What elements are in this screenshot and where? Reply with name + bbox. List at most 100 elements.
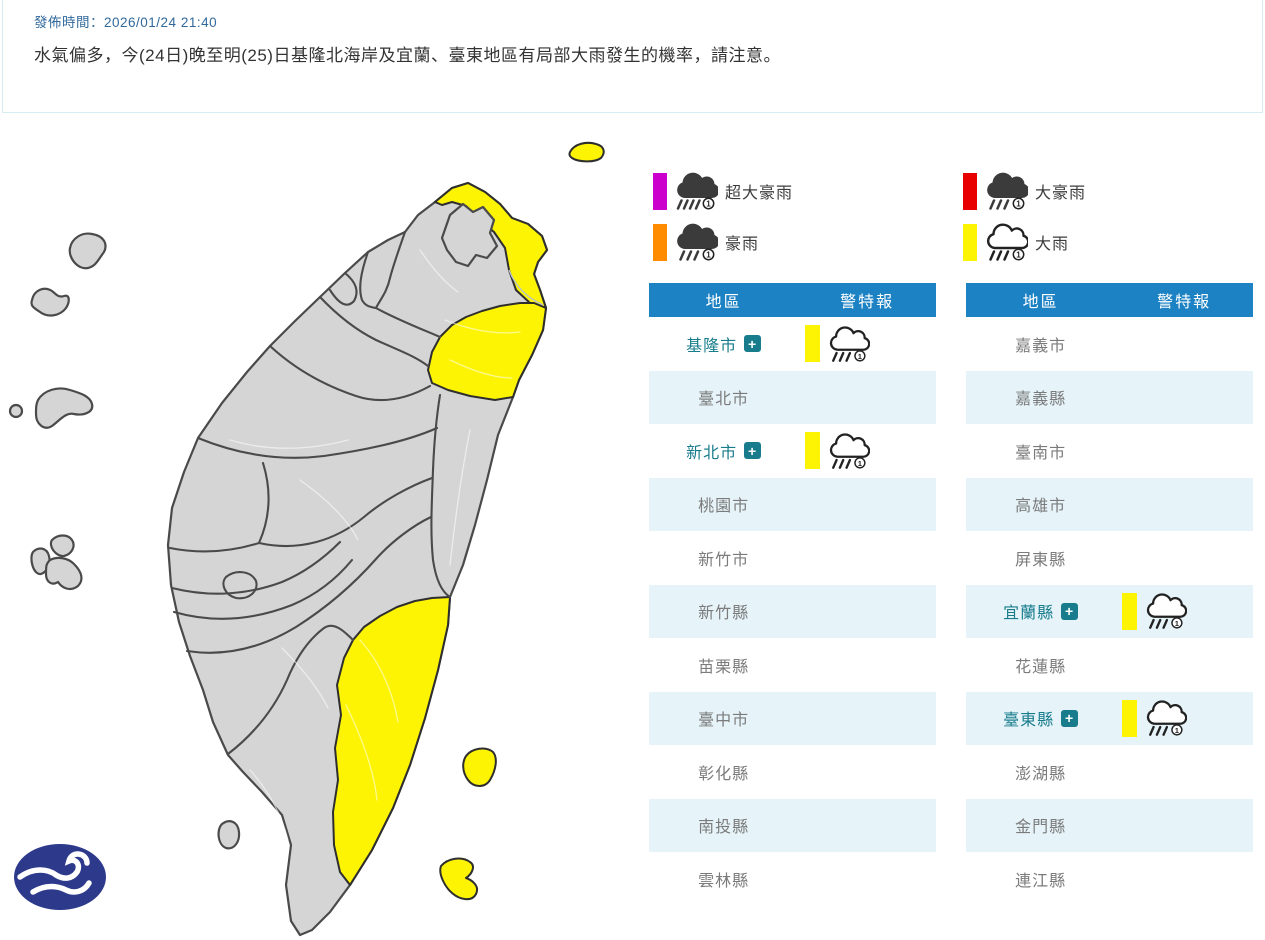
table-row-chiayi-city: 嘉義市 [966,317,1253,371]
legend-item-heavy-rain: 大雨 [963,221,1069,263]
region-name: 雲林縣 [698,872,750,890]
map-island-liuqiu [217,820,241,850]
legend-label: 豪雨 [725,236,760,253]
table-row-hsinchu-city: 新竹市 [649,531,936,585]
expand-plus-icon[interactable]: + [744,335,762,353]
table-row-newtaipei[interactable]: 新北市 + [649,424,936,478]
warning-table-right: 地區 警特報 嘉義市 嘉義縣 臺南市 高雄市 屏東縣 宜蘭縣 + 花蓮縣 臺東縣 + [966,283,1253,906]
dark-rain-cloud-icon [676,223,718,261]
table-header: 地區 警特報 [966,283,1253,317]
map-island-penghu-c [44,556,83,591]
map-island-matsu-north [68,232,107,270]
legend-item-torrential-rain: 大豪雨 [963,170,1086,212]
table-row-keelung[interactable]: 基隆市 + [649,317,936,371]
warning-table-left: 地區 警特報 基隆市 + 臺北市 新北市 + 桃園市 新竹市 新竹縣 苗栗縣 臺中市 [649,283,936,906]
legend-item-heavy-rain-advisory: 豪雨 [653,221,759,263]
region-name: 花蓮縣 [1015,658,1067,676]
table-row-hsinchu-county: 新竹縣 [649,584,936,638]
table-row-yunlin: 雲林縣 [649,852,936,906]
table-row-chiayi-county: 嘉義縣 [966,370,1253,424]
region-name: 彰化縣 [698,765,750,783]
map-region-yilan[interactable] [427,302,547,401]
warning-description: 水氣偏多，今(24日)晚至明(25)日基隆北海岸及宜蘭、臺東地區有局部大雨發生的… [34,46,781,65]
map-township-borders [229,249,521,841]
table-row-yilan[interactable]: 宜蘭縣 + [966,584,1253,638]
heavy-rain-icon [830,433,871,469]
column-header-warning: 警特報 [840,294,895,311]
table-row-kaohsiung: 高雄市 [966,477,1253,531]
table-row-changhua: 彰化縣 [649,745,936,799]
map-island-penghu-a [49,534,75,558]
map-region-taitung[interactable] [332,596,451,886]
legend-color-chip [653,223,667,261]
region-name: 新北市 [686,444,738,462]
map-island-matsu-south [30,287,70,317]
region-name: 臺北市 [698,391,750,409]
region-name: 基隆市 [686,337,738,355]
table-row-nantou: 南投縣 [649,798,936,852]
region-name: 新竹市 [698,551,750,569]
publish-time-label: 發佈時間： [34,15,104,30]
table-row-taoyuan: 桃園市 [649,477,936,531]
table-row-taipei: 臺北市 [649,370,936,424]
table-row-tainan: 臺南市 [966,424,1253,478]
map-island-orchid-island[interactable] [439,857,478,901]
table-row-hualien: 花蓮縣 [966,638,1253,692]
announcement-box: 發佈時間：2026/01/24 21:40 水氣偏多，今(24日)晚至明(25)… [2,0,1263,113]
map-offshore-islands [8,232,241,850]
map-island-keelung-islet[interactable] [568,141,605,163]
region-name: 臺東縣 [1003,712,1055,730]
column-header-region: 地區 [705,294,742,311]
region-name: 苗栗縣 [698,658,750,676]
dark-rain-cloud-icon [986,172,1028,210]
table-row-taichung: 臺中市 [649,691,936,745]
legend-color-chip [963,172,977,210]
table-row-kinmen: 金門縣 [966,798,1253,852]
legend-color-chip [963,223,977,261]
outline-rain-cloud-icon [986,223,1028,261]
legend-label: 大豪雨 [1035,185,1087,202]
legend-color-chip [653,172,667,210]
legend-label: 大雨 [1035,236,1070,253]
publish-time-value: 2026/01/24 21:40 [104,15,218,30]
publish-time: 發佈時間：2026/01/24 21:40 [34,11,217,31]
region-name: 臺中市 [698,712,750,730]
region-name: 宜蘭縣 [1003,605,1055,623]
legend-item-extreme-torrential-rain: 超大豪雨 [653,170,793,212]
column-header-warning: 警特報 [1157,294,1212,311]
heavy-rain-icon [1147,593,1188,630]
region-name: 連江縣 [1015,872,1067,890]
warning-color-bar [1122,699,1138,737]
expand-plus-icon[interactable]: + [744,442,762,460]
warning-color-bar [1122,592,1138,630]
map-county-borders [168,230,544,756]
table-header: 地區 警特報 [649,283,936,317]
table-row-miaoli: 苗栗縣 [649,638,936,692]
legend-label: 超大豪雨 [725,185,794,202]
region-name: 新竹縣 [698,605,750,623]
region-name: 嘉義縣 [1015,391,1067,409]
table-row-penghu: 澎湖縣 [966,745,1253,799]
warning-color-bar [805,432,821,470]
expand-plus-icon[interactable]: + [1061,602,1079,620]
region-name: 桃園市 [698,498,750,516]
map-islet-small [8,403,24,419]
table-row-taitung[interactable]: 臺東縣 + [966,691,1253,745]
region-name: 南投縣 [698,819,750,837]
cwa-logo-icon [14,844,106,910]
dark-rain-cloud-heavy-icon [676,172,718,210]
region-name: 澎湖縣 [1015,765,1067,783]
warning-color-bar [805,325,821,363]
column-header-region: 地區 [1022,294,1059,311]
table-row-lienchiang: 連江縣 [966,852,1253,906]
table-row-pingtung: 屏東縣 [966,531,1253,585]
heavy-rain-icon [830,326,871,362]
region-name: 嘉義市 [1015,337,1067,355]
region-name: 高雄市 [1015,498,1067,516]
region-name: 金門縣 [1015,819,1067,837]
map-region-taipei-city [440,202,499,268]
expand-plus-icon[interactable]: + [1061,709,1079,727]
map-island-green-island[interactable] [462,747,497,787]
